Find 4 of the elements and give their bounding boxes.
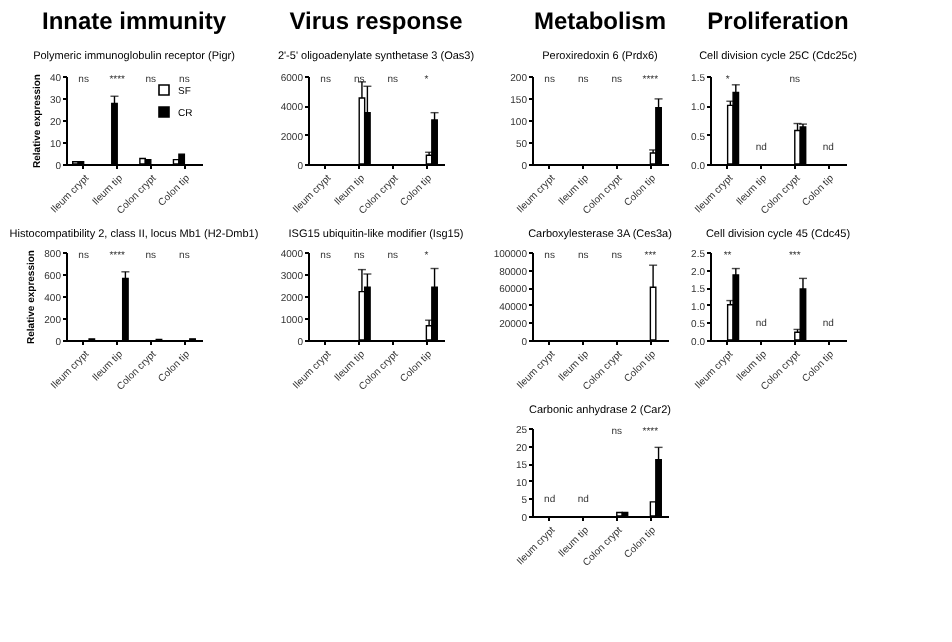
chart-title: Metabolism xyxy=(533,7,667,35)
chart-title: Virus response xyxy=(289,7,464,35)
chart-title: Proliferation xyxy=(707,7,849,35)
chart-title: Innate immunity xyxy=(41,7,227,35)
